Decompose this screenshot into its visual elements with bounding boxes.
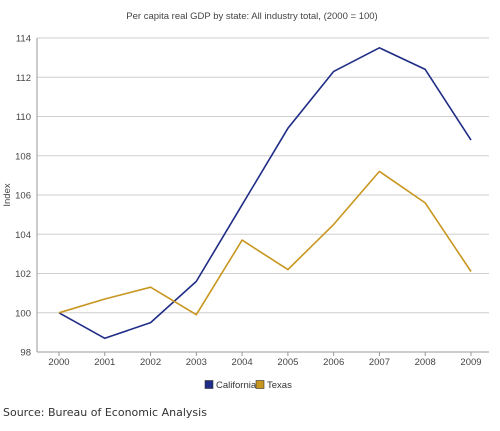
x-tick-label: 2004	[232, 357, 253, 368]
y-tick-label: 108	[15, 151, 31, 162]
x-tick-label: 2000	[48, 357, 69, 368]
y-tick-label: 102	[15, 269, 31, 280]
x-tick-label: 2009	[460, 357, 481, 368]
y-axis-label: Index	[2, 183, 13, 206]
y-tick-label: 104	[15, 230, 31, 241]
y-tick-label: 98	[20, 348, 31, 359]
x-tick-label: 2002	[140, 357, 161, 368]
x-tick-label: 2006	[323, 357, 344, 368]
y-tick-label: 114	[16, 34, 31, 45]
y-tick-label: 112	[16, 73, 31, 84]
x-tick-label: 2005	[277, 357, 298, 368]
x-tick-label: 2007	[369, 357, 390, 368]
y-tick-label: 106	[15, 191, 31, 202]
series-lines	[58, 46, 472, 340]
x-tick-label: 2003	[186, 357, 207, 368]
gridlines	[37, 37, 489, 314]
legend-swatch-california	[204, 380, 214, 389]
x-tick-label: 2001	[94, 357, 115, 368]
legend-label-california: California	[216, 380, 257, 391]
x-tick-label: 2008	[415, 357, 436, 368]
axes: 98 100 102 104 106 108 110 112 114 2000 2001 2002 20…	[15, 34, 489, 368]
y-tick-label: 100	[15, 308, 31, 319]
chart-title: Per capita real GDP by state: All indust…	[126, 11, 377, 22]
legend: California Texas	[204, 380, 292, 391]
series-line-texas	[58, 170, 472, 316]
source-note: Source: Bureau of Economic Analysis	[3, 406, 207, 419]
legend-swatch-texas	[255, 380, 265, 389]
y-tick-label: 110	[16, 112, 31, 123]
series-line-california	[58, 46, 472, 340]
legend-label-texas: Texas	[267, 380, 292, 391]
